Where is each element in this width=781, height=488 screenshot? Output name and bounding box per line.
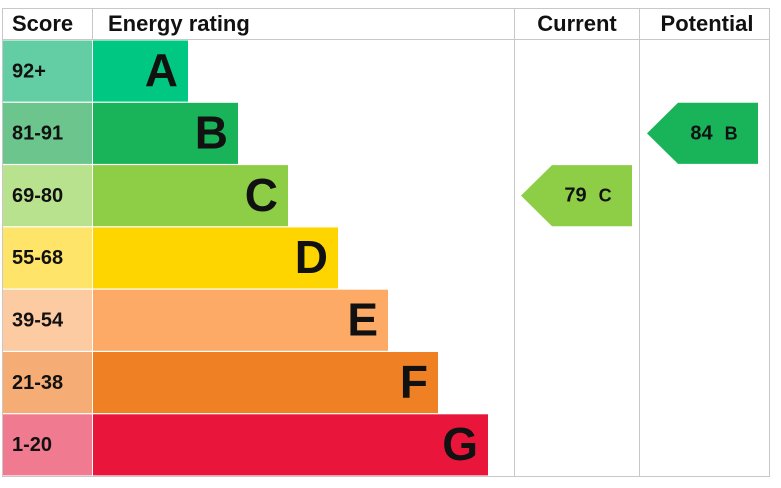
score-label: 21-38 bbox=[12, 372, 63, 394]
score-label: 92+ bbox=[12, 60, 46, 82]
rating-letter: G bbox=[442, 418, 478, 470]
score-header: Score bbox=[12, 11, 73, 36]
rating-header: Energy rating bbox=[108, 11, 250, 36]
rating-letter: A bbox=[145, 44, 178, 96]
current-arrow bbox=[521, 165, 632, 227]
potential-letter: B bbox=[725, 123, 738, 143]
rating-bar bbox=[93, 227, 338, 289]
score-cell bbox=[3, 165, 92, 227]
rating-letter: B bbox=[195, 107, 228, 159]
score-label: 55-68 bbox=[12, 247, 63, 269]
grid bbox=[2, 8, 770, 477]
score-label: 1-20 bbox=[12, 434, 52, 456]
rating-letter: C bbox=[245, 169, 278, 221]
potential-label: 84 B bbox=[690, 123, 737, 145]
score-cell bbox=[3, 414, 92, 476]
potential-arrow bbox=[647, 102, 758, 164]
score-label: 81-91 bbox=[12, 123, 63, 145]
current-value: 79 bbox=[564, 185, 586, 207]
score-label: 69-80 bbox=[12, 185, 63, 207]
current-header: Current bbox=[537, 11, 617, 36]
score-cell bbox=[3, 227, 92, 289]
rating-bar bbox=[93, 289, 388, 351]
potential-header: Potential bbox=[661, 11, 754, 36]
rating-bar bbox=[93, 165, 288, 227]
score-cell bbox=[3, 289, 92, 351]
current-label: 79 C bbox=[564, 185, 611, 207]
rating-letter: D bbox=[295, 231, 328, 283]
rating-bar bbox=[93, 40, 188, 102]
potential-value: 84 bbox=[690, 123, 713, 145]
current-letter: C bbox=[599, 185, 612, 205]
rating-bar bbox=[93, 352, 438, 414]
score-cell bbox=[3, 40, 92, 102]
score-label: 39-54 bbox=[12, 310, 64, 332]
score-cell bbox=[3, 352, 92, 414]
rating-letter: E bbox=[347, 293, 378, 345]
rating-bar bbox=[93, 102, 238, 164]
rating-letter: F bbox=[400, 356, 428, 408]
score-cell bbox=[3, 102, 92, 164]
rating-bar bbox=[93, 414, 488, 476]
